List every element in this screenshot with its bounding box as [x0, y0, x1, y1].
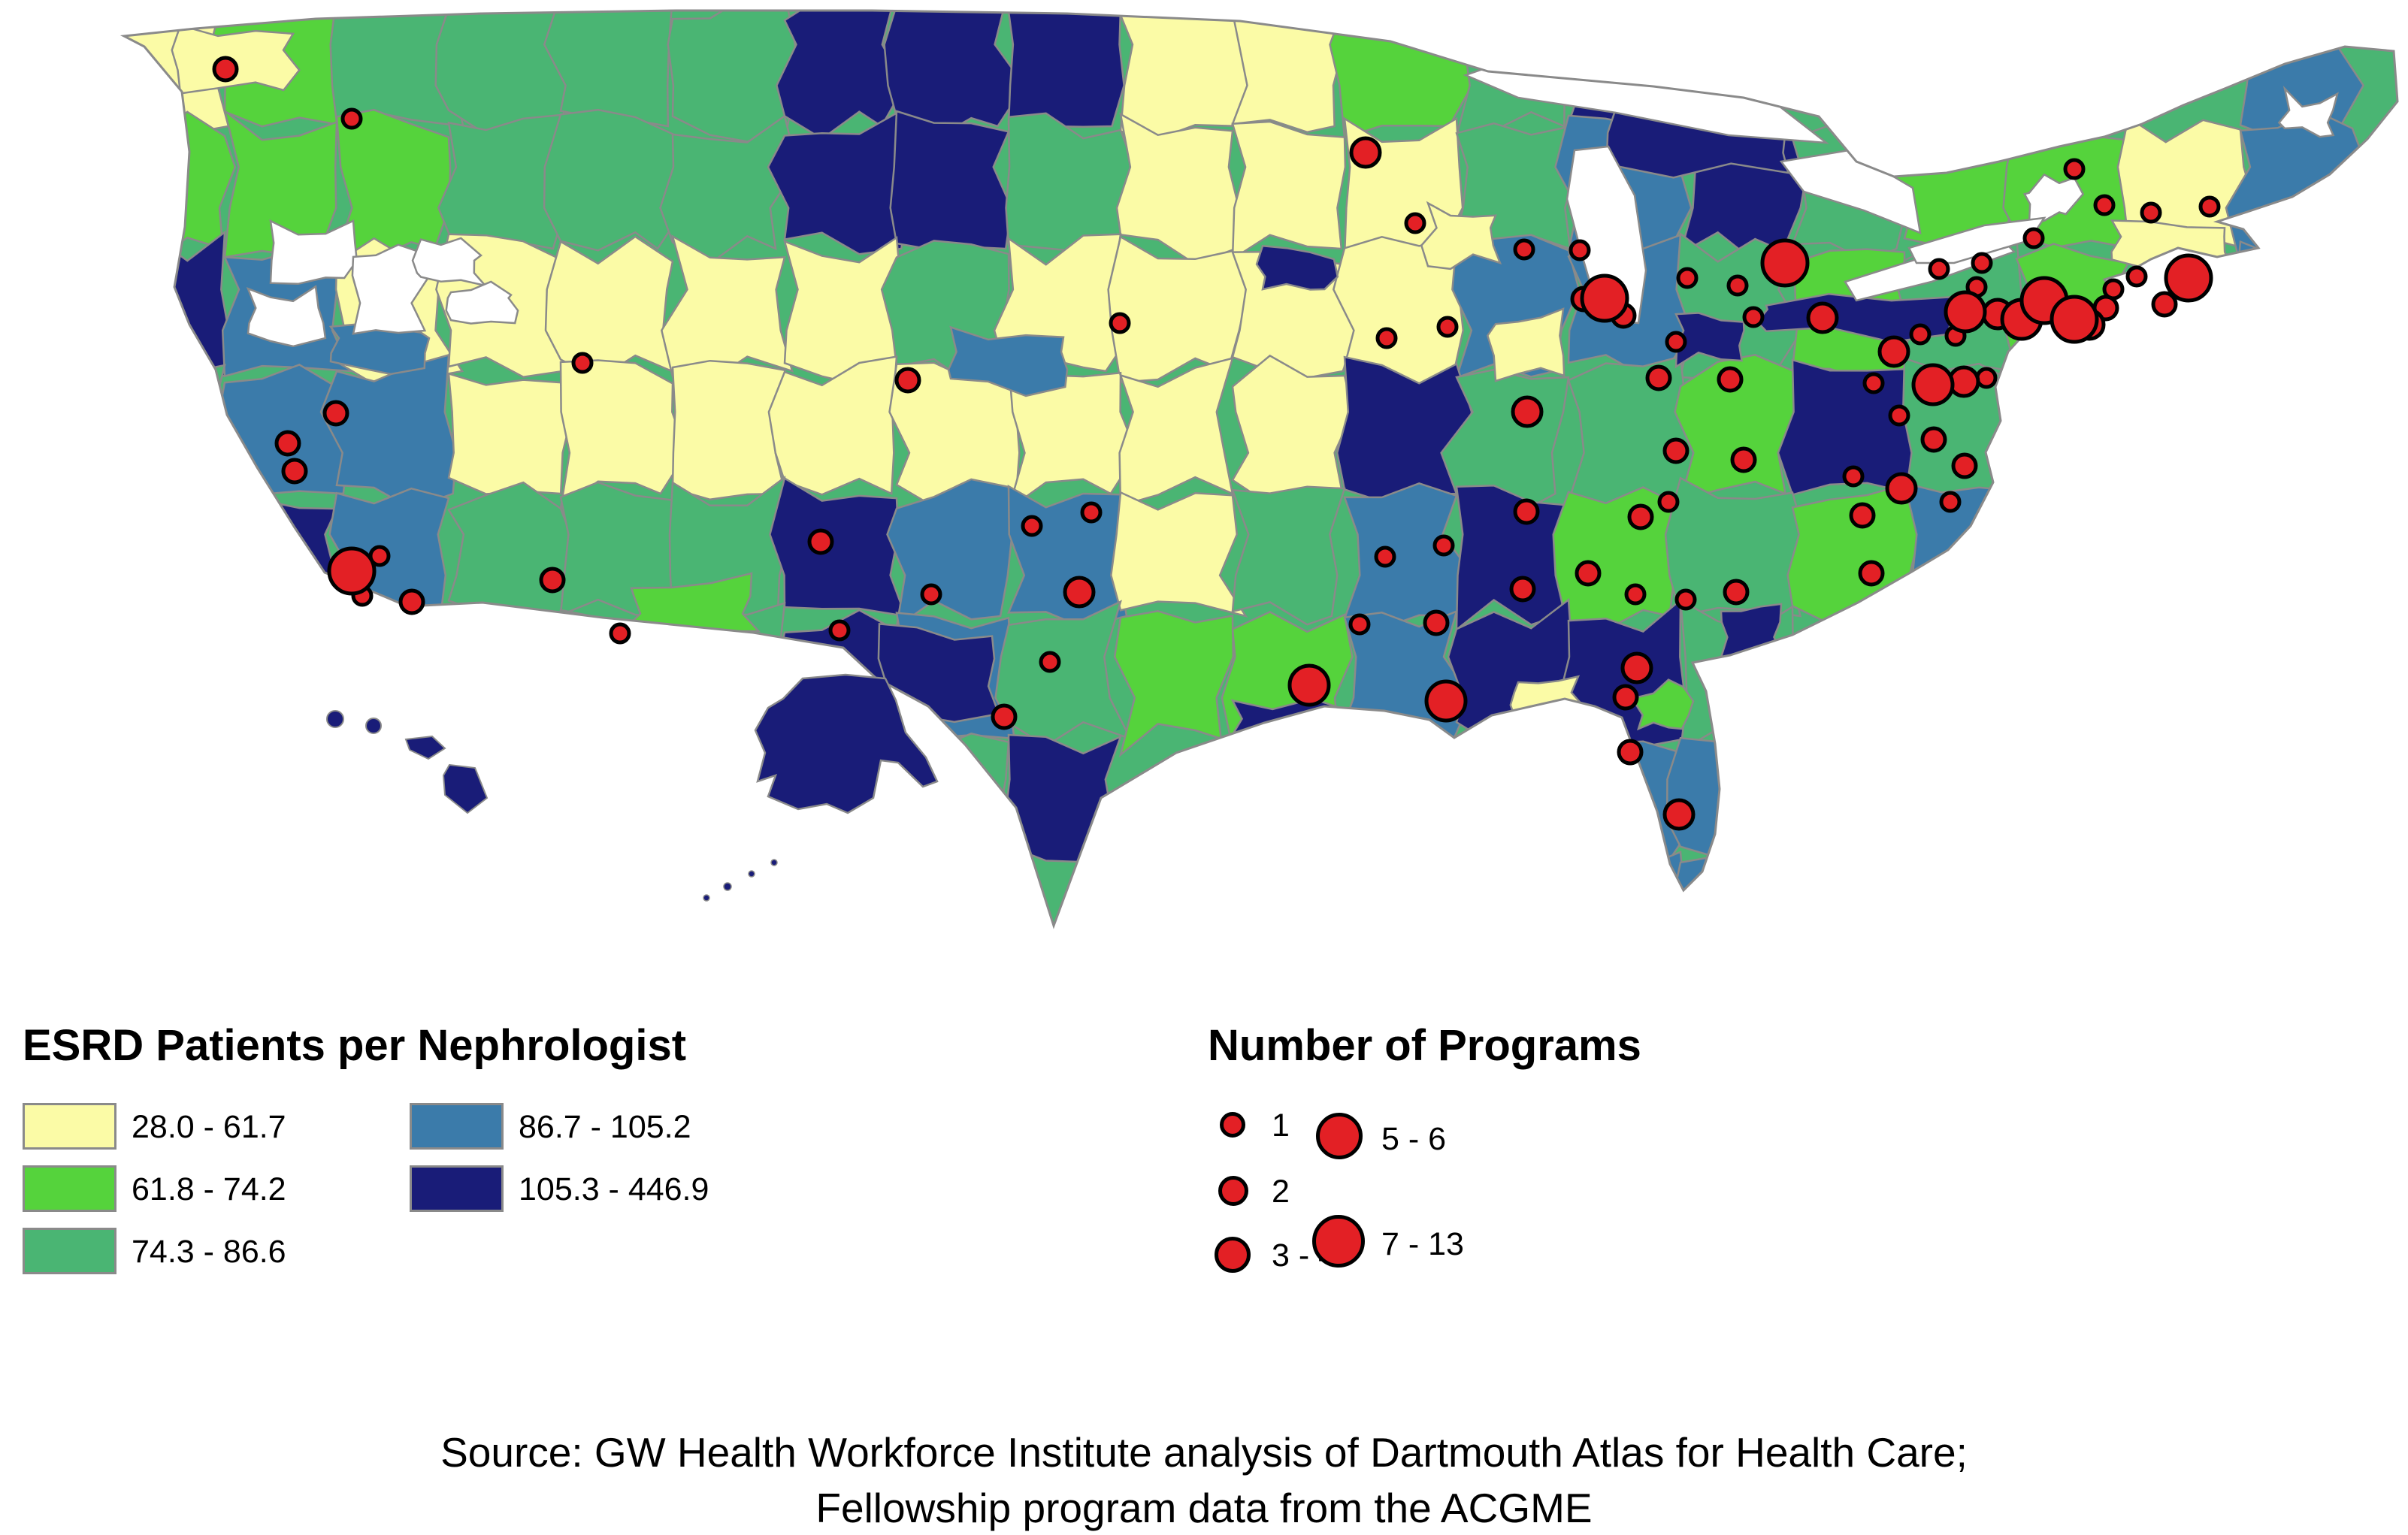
legend-label-class3: 74.3 - 86.6	[132, 1234, 286, 1270]
legend-circle-1	[1220, 1112, 1245, 1138]
source-line-2: Fellowship program data from the ACGME	[815, 1485, 1593, 1531]
legend-circle-5-6	[1316, 1113, 1363, 1159]
legend-label-class1: 28.0 - 61.7	[132, 1109, 286, 1145]
legend-circle-7-13	[1312, 1215, 1365, 1268]
alaska	[754, 673, 939, 814]
legend-circle-1-label: 1	[1272, 1107, 1290, 1144]
us-outline	[119, 9, 2399, 929]
us-map	[119, 9, 2399, 929]
legend-swatch-class5	[410, 1165, 504, 1212]
program-markers	[212, 56, 2221, 831]
legend-label-class2: 61.8 - 74.2	[132, 1171, 286, 1207]
legend-circle-3-4	[1215, 1237, 1251, 1273]
legend-swatch-class2	[23, 1165, 116, 1212]
legend-circle-7-13-label: 7 - 13	[1381, 1226, 1464, 1262]
source-text: Source: GW Health Workforce Institute an…	[0, 1425, 2408, 1535]
legend-circle-2-label: 2	[1272, 1174, 1290, 1210]
legend-label-class4: 86.7 - 105.2	[519, 1109, 691, 1145]
programs-legend-title: Number of Programs	[1208, 1021, 1641, 1070]
esrd-legend-title: ESRD Patients per Nephrologist	[23, 1021, 687, 1070]
source-line-1: Source: GW Health Workforce Institute an…	[440, 1429, 1968, 1476]
legend-swatch-class4	[410, 1103, 504, 1150]
legend-label-class5: 105.3 - 446.9	[519, 1171, 709, 1207]
hawaii	[326, 710, 489, 814]
legend-swatch-class3	[23, 1228, 116, 1274]
legend-circle-5-6-label: 5 - 6	[1381, 1121, 1447, 1157]
legend-circle-2	[1218, 1176, 1248, 1206]
legend-swatch-class1	[23, 1103, 116, 1150]
